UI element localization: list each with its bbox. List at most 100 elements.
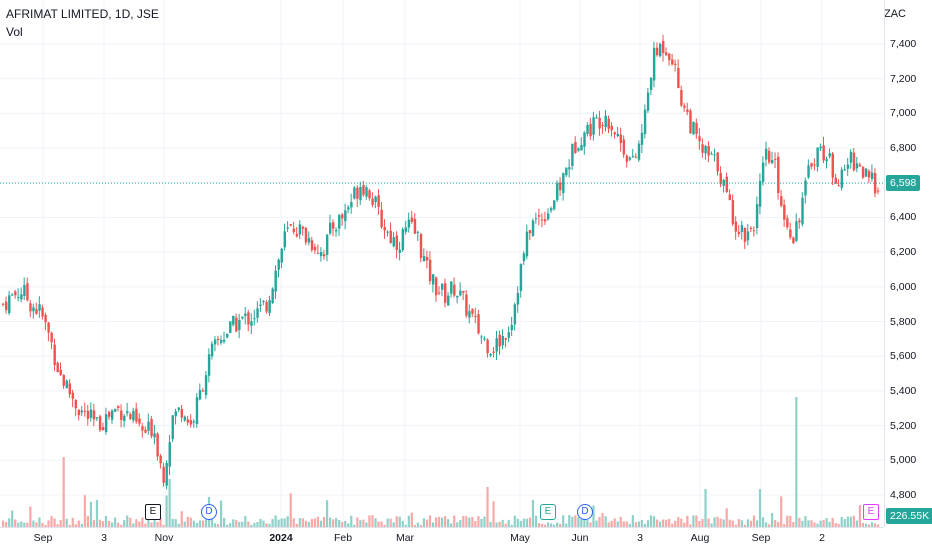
- volume-bar: [713, 517, 716, 527]
- candle-body: [725, 176, 729, 193]
- candle-body: [253, 318, 256, 320]
- volume-bar: [767, 524, 771, 527]
- volume-bar: [98, 519, 102, 527]
- candle-body: [341, 214, 344, 219]
- candle-body: [26, 283, 29, 301]
- candle-body: [525, 231, 529, 257]
- candle-body: [235, 317, 238, 332]
- candle-body: [256, 308, 259, 318]
- candle-body: [444, 283, 447, 303]
- candle-body: [465, 294, 468, 316]
- volume-bar: [592, 505, 595, 527]
- candle-body: [171, 415, 174, 440]
- volume-bar: [758, 489, 762, 527]
- candle-body: [450, 281, 453, 294]
- price-axis[interactable]: [884, 0, 932, 527]
- candle-body: [395, 235, 399, 251]
- volume-bar: [335, 517, 338, 527]
- volume-bar: [386, 518, 389, 527]
- volume-bar: [864, 523, 868, 527]
- volume-bar: [377, 521, 380, 527]
- candle-body: [104, 414, 108, 433]
- volume-bar: [65, 518, 68, 527]
- candle-body: [335, 229, 338, 232]
- volume-bar: [589, 522, 592, 527]
- volume-bar: [655, 519, 659, 527]
- earnings-marker[interactable]: E: [863, 504, 879, 520]
- volume-bar: [634, 522, 637, 527]
- candle-body: [867, 171, 871, 178]
- volume-bar: [86, 515, 89, 527]
- volume-bar: [114, 517, 117, 527]
- candle-body: [456, 295, 459, 298]
- volume-bar: [247, 521, 250, 527]
- candle-body: [347, 207, 350, 210]
- time-tick-label: 2024: [269, 532, 293, 544]
- volume-bar: [522, 518, 525, 527]
- time-axis[interactable]: [0, 527, 884, 551]
- candle-body: [876, 190, 880, 192]
- candle-body: [301, 226, 305, 229]
- volume-bar: [562, 515, 565, 527]
- candle-body: [740, 225, 744, 233]
- volume-bar: [413, 524, 416, 527]
- volume-bar: [619, 516, 622, 527]
- candle-body: [543, 219, 547, 222]
- price-tick-label: 5,800: [890, 315, 917, 328]
- volume-bar: [74, 524, 77, 527]
- volume-bar: [840, 516, 843, 527]
- candle-body: [365, 187, 368, 197]
- volume-bar: [219, 500, 223, 527]
- volume-bar: [383, 524, 386, 527]
- candle-body: [262, 301, 265, 303]
- candle-body: [138, 418, 141, 424]
- dividend-marker[interactable]: D: [201, 504, 217, 520]
- volume-bar: [828, 521, 831, 527]
- earnings-marker[interactable]: E: [540, 504, 556, 520]
- candle-body: [286, 227, 290, 229]
- volume-bar: [20, 521, 23, 527]
- candle-body: [559, 182, 562, 191]
- candle-body: [74, 399, 78, 409]
- volume-bar: [183, 521, 186, 527]
- volume-bar: [749, 520, 753, 527]
- earnings-marker[interactable]: E: [145, 504, 161, 520]
- volume-bar: [404, 524, 407, 527]
- candle-body: [568, 167, 571, 170]
- volume-bar: [117, 522, 120, 527]
- volume-bar: [126, 515, 129, 527]
- volume-bar: [392, 522, 395, 527]
- candle-body: [259, 304, 262, 307]
- volume-label[interactable]: Vol: [6, 25, 23, 39]
- candle-body: [226, 333, 229, 338]
- candle-body: [707, 145, 710, 156]
- dividend-marker[interactable]: D: [577, 504, 593, 520]
- volume-bar: [831, 517, 834, 527]
- candle-body: [483, 338, 486, 340]
- price-tick-label: 6,800: [890, 142, 917, 155]
- volume-bar: [489, 521, 492, 527]
- candle-body: [110, 410, 114, 420]
- volume-bar: [447, 519, 450, 527]
- symbol-title[interactable]: AFRIMAT LIMITED, 1D, JSE: [6, 7, 159, 21]
- candle-body: [101, 427, 105, 431]
- candle-body: [44, 314, 47, 323]
- volume-bar: [801, 520, 804, 527]
- candle-body: [319, 252, 323, 257]
- candle-body: [643, 109, 647, 135]
- candle-body: [665, 52, 668, 56]
- volume-bar: [834, 523, 837, 527]
- candle-body: [192, 421, 196, 423]
- candle-body: [98, 416, 102, 431]
- candle-body: [144, 429, 147, 433]
- candle-body: [310, 240, 314, 250]
- volume-bar: [56, 524, 59, 527]
- candle-body: [265, 301, 268, 312]
- price-tick-label: 6,400: [890, 211, 917, 224]
- candle-body: [389, 230, 392, 243]
- volume-bar: [89, 501, 93, 527]
- price-tick-label: 5,400: [890, 384, 917, 397]
- volume-bar: [328, 517, 332, 527]
